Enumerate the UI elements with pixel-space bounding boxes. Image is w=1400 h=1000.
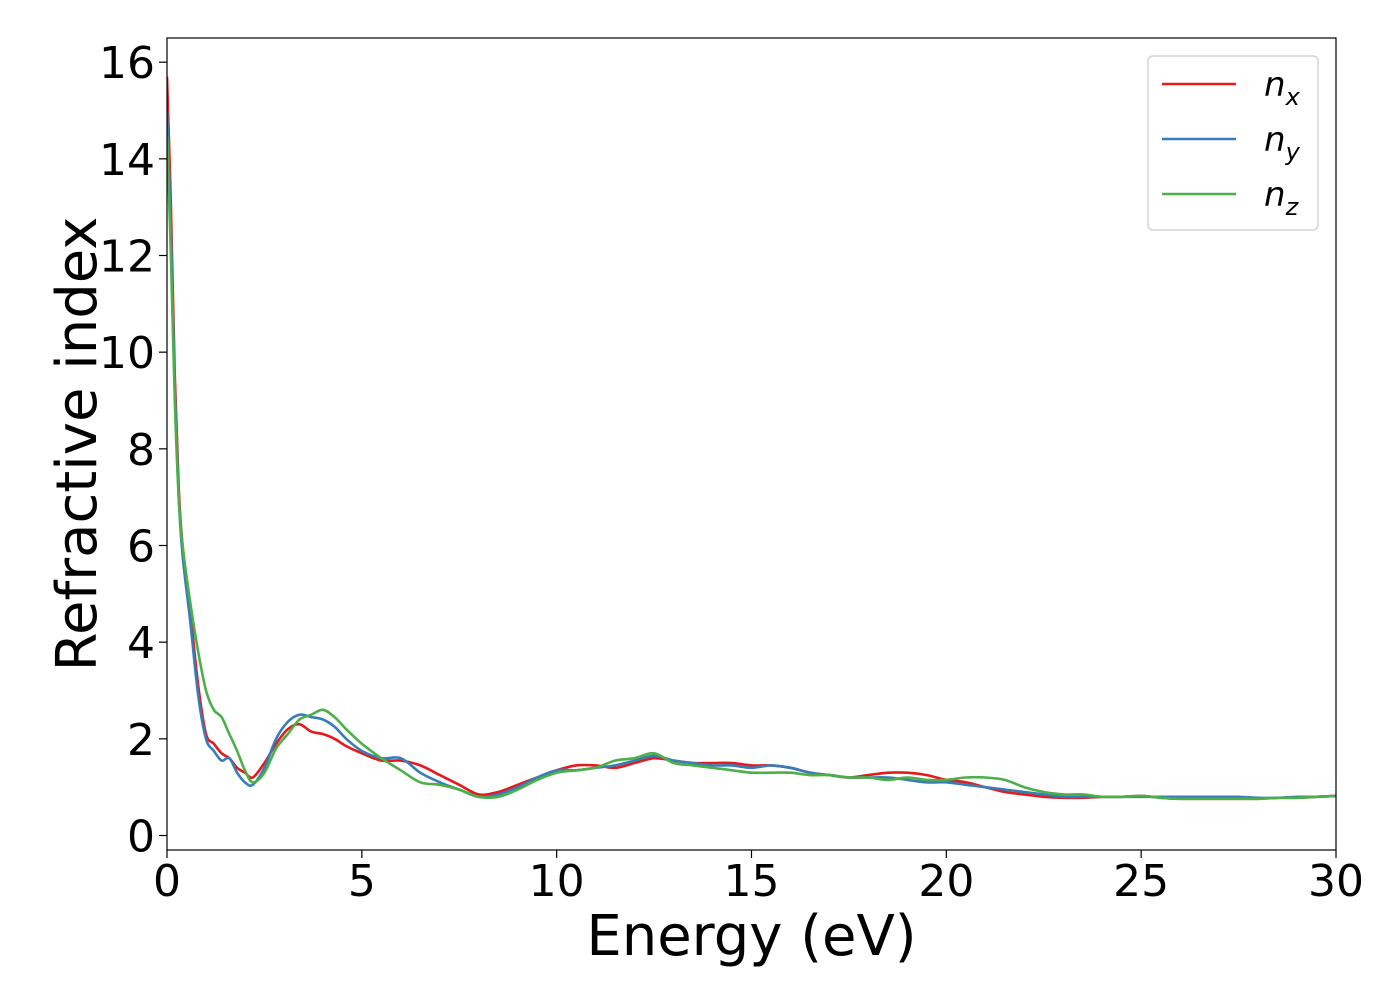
y-tick-label: 14 [99, 135, 155, 186]
y-axis-title: Refractive index [45, 217, 110, 672]
legend-box [1147, 55, 1319, 231]
x-tick-label: 20 [918, 856, 974, 907]
legend-label-z: nz [1264, 175, 1300, 221]
y-tick-label: 2 [127, 715, 155, 766]
x-tick-label: 10 [529, 856, 585, 907]
x-axis: 0 5 10 15 20 25 30 [153, 850, 1364, 907]
y-tick-label: 10 [99, 328, 155, 379]
x-axis-title: Energy (eV) [586, 904, 916, 969]
x-tick-label: 5 [348, 856, 376, 907]
x-tick-label: 15 [724, 856, 780, 907]
y-tick-label: 0 [127, 812, 155, 863]
y-tick-label: 8 [127, 425, 155, 476]
series-layer [167, 76, 1336, 801]
legend-label-x: nx [1264, 65, 1301, 111]
x-tick-label: 0 [153, 856, 181, 907]
legend: nx ny nz [1147, 55, 1319, 231]
y-tick-label: 4 [127, 618, 155, 669]
y-axis: 0 2 4 6 8 10 12 14 16 [99, 38, 167, 863]
y-tick-label: 6 [127, 522, 155, 573]
series-line-z [167, 134, 1336, 801]
legend-label-y: ny [1264, 120, 1301, 166]
x-tick-label: 30 [1308, 856, 1364, 907]
y-tick-label: 16 [99, 38, 155, 89]
x-tick-label: 25 [1113, 856, 1169, 907]
y-tick-label: 12 [99, 232, 155, 283]
